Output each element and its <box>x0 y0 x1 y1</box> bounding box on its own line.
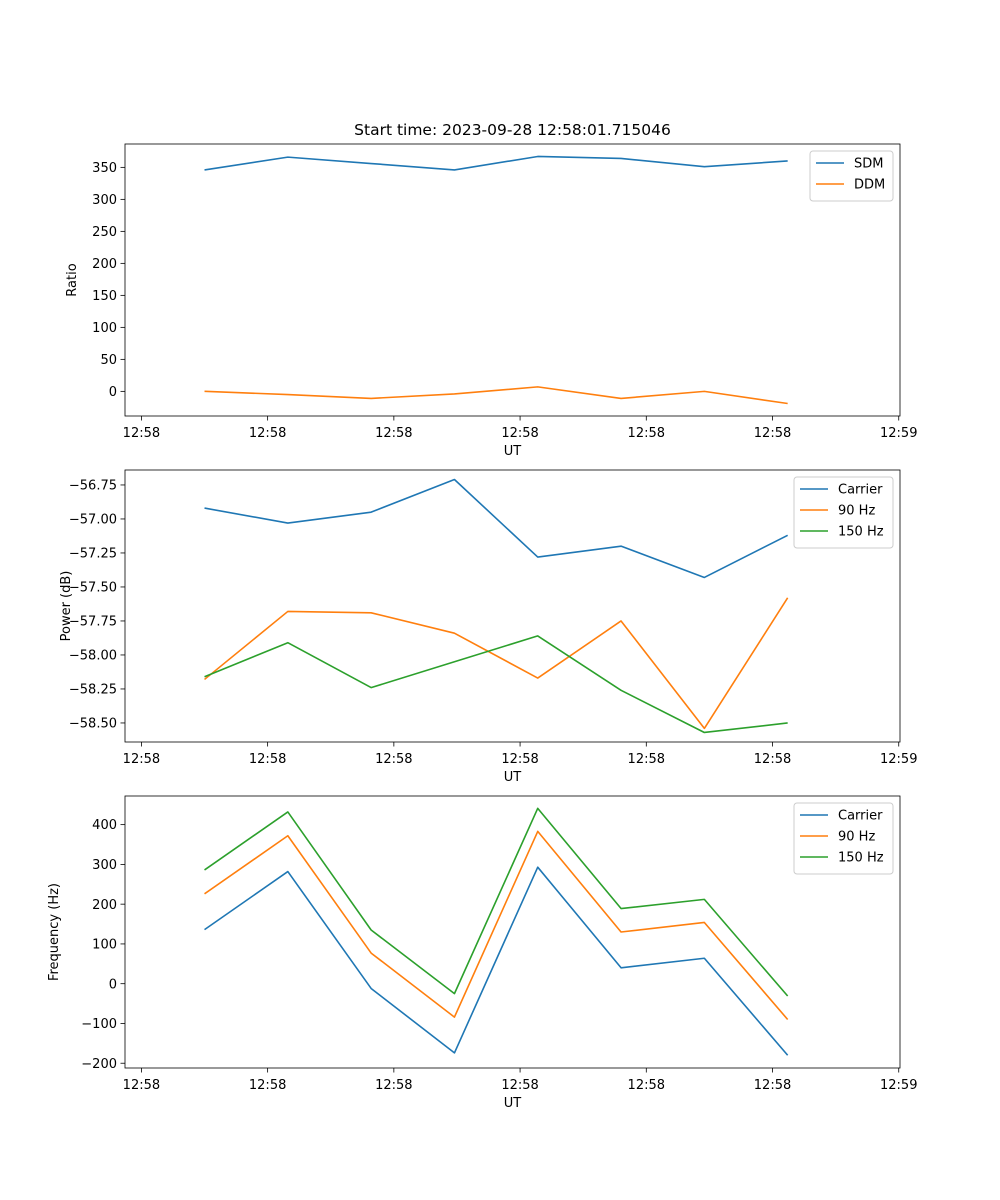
frequency-axes-frame <box>124 795 901 1069</box>
y-tick-label: −58.25 <box>69 683 117 698</box>
power-panel: 12:58 12:58 12:58 12:58 12:58 12:58 12:59 −58.5… <box>59 469 917 785</box>
y-tick-label: 400 <box>92 818 117 833</box>
x-tick-label: 12:59 <box>880 752 917 767</box>
ratio-axes-frame <box>124 143 901 417</box>
y-tick-label: 100 <box>92 321 117 336</box>
frequency-series-carrier-line <box>204 866 789 1056</box>
x-tick-label: 12:58 <box>249 426 286 441</box>
y-tick-label: −58.50 <box>69 717 117 732</box>
y-tick-label: −100 <box>81 1017 117 1032</box>
legend-label: Carrier <box>838 809 883 824</box>
legend: Carrier 90 Hz 150 Hz <box>793 476 894 549</box>
x-tick-label: 12:58 <box>501 426 538 441</box>
legend-label: SDM <box>854 157 883 172</box>
x-tick-label: 12:58 <box>375 426 412 441</box>
x-tick-label: 12:58 <box>754 1078 791 1093</box>
ratio-series-sdm-line <box>204 155 788 171</box>
x-tick-label: 12:59 <box>880 426 917 441</box>
legend-label: 150 Hz <box>838 851 884 866</box>
y-tick-label: −56.75 <box>69 479 117 494</box>
y-tick-label: 100 <box>92 938 117 953</box>
y-tick-label: 200 <box>92 257 117 272</box>
y-tick-label: −57.75 <box>69 615 117 630</box>
y-tick-label: 0 <box>109 977 117 992</box>
x-tick-label: 12:59 <box>880 1078 917 1093</box>
y-tick-label: 350 <box>92 161 117 176</box>
y-axis-label: Ratio <box>65 263 80 296</box>
legend-label: 90 Hz <box>838 504 875 519</box>
legend-label: Carrier <box>838 483 883 498</box>
x-tick-label: 12:58 <box>628 752 665 767</box>
x-tick-label: 12:58 <box>249 1078 286 1093</box>
y-tick-label: 150 <box>92 289 117 304</box>
y-tick-label: −57.25 <box>69 547 117 562</box>
chart-title: Start time: 2023-09-28 12:58:01.715046 <box>354 121 671 139</box>
ratio-series-ddm-line <box>204 386 788 405</box>
legend-label: 90 Hz <box>838 830 875 845</box>
y-axis-label: Power (dB) <box>59 571 74 642</box>
x-axis-label: UT <box>504 444 522 459</box>
power-axes-frame <box>124 469 901 743</box>
x-tick-label: 12:58 <box>501 752 538 767</box>
y-tick-label: 200 <box>92 898 117 913</box>
x-axis-label: UT <box>504 1096 522 1111</box>
x-tick-label: 12:58 <box>628 426 665 441</box>
power-series-carrier-line <box>204 478 789 579</box>
legend-label: DDM <box>854 178 885 193</box>
y-tick-label: 250 <box>92 225 117 240</box>
y-tick-label: 50 <box>100 353 117 368</box>
x-tick-label: 12:58 <box>501 1078 538 1093</box>
frequency-series-150-hz-line <box>204 807 789 997</box>
frequency-series-90-hz-line <box>204 830 789 1021</box>
ratio-panel: Start time: 2023-09-28 12:58:01.715046 12… <box>65 121 917 459</box>
x-tick-label: 12:58 <box>375 752 412 767</box>
y-tick-label: −57.50 <box>69 581 117 596</box>
y-axis-label: Frequency (Hz) <box>47 883 62 981</box>
legend-label: 150 Hz <box>838 525 884 540</box>
y-tick-label: 300 <box>92 193 117 208</box>
legend: SDM DDM <box>809 150 894 202</box>
power-series-150-hz-line <box>204 635 788 734</box>
y-tick-label: −57.00 <box>69 513 117 528</box>
x-tick-label: 12:58 <box>123 752 160 767</box>
power-series-90-hz-line <box>204 597 789 730</box>
y-tick-label: −200 <box>81 1057 117 1072</box>
x-tick-label: 12:58 <box>123 426 160 441</box>
x-tick-label: 12:58 <box>628 1078 665 1093</box>
x-tick-label: 12:58 <box>375 1078 412 1093</box>
legend: Carrier 90 Hz 150 Hz <box>793 802 894 875</box>
x-tick-label: 12:58 <box>754 752 791 767</box>
y-tick-label: 0 <box>109 385 117 400</box>
y-tick-label: −58.00 <box>69 649 117 664</box>
x-tick-label: 12:58 <box>249 752 286 767</box>
y-tick-label: 300 <box>92 858 117 873</box>
frequency-panel: 12:58 12:58 12:58 12:58 12:58 12:58 12:59 −200 −… <box>47 795 917 1111</box>
x-tick-label: 12:58 <box>123 1078 160 1093</box>
x-tick-label: 12:58 <box>754 426 791 441</box>
x-axis-label: UT <box>504 770 522 785</box>
